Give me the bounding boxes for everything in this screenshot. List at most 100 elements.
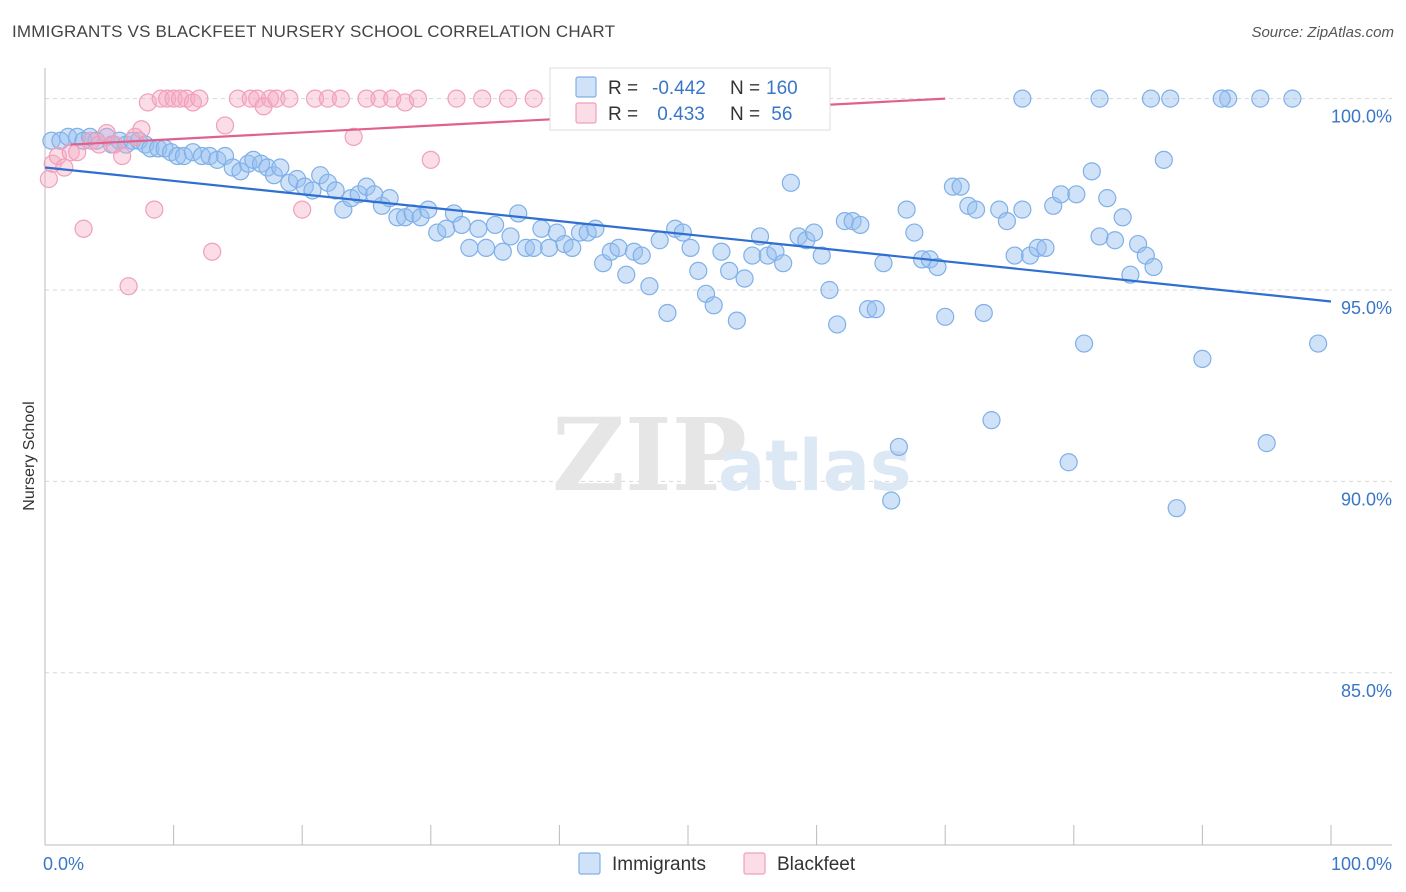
data-point-immigrants	[997, 212, 1017, 231]
data-point-immigrants	[1020, 246, 1040, 265]
data-point-blackfeet	[447, 89, 466, 108]
watermark-zip: ZIP	[552, 396, 747, 514]
data-point-blackfeet	[280, 89, 299, 108]
data-point-immigrants	[271, 158, 290, 177]
data-point-immigrants	[1141, 89, 1161, 108]
data-point-immigrants	[858, 300, 878, 319]
data-point-immigrants	[563, 238, 582, 257]
data-point-immigrants	[486, 215, 505, 235]
legend-swatch-blackfeet	[743, 852, 766, 875]
data-point-immigrants	[1005, 246, 1024, 265]
data-point-immigrants	[712, 242, 731, 261]
data-point-blackfeet	[357, 89, 376, 108]
data-point-immigrants	[168, 146, 187, 166]
stats-n-label-immigrants: N =	[730, 78, 760, 99]
data-point-immigrants	[851, 215, 870, 235]
data-point-immigrants	[452, 215, 471, 235]
data-point-immigrants	[357, 177, 376, 196]
data-point-immigrants	[1154, 150, 1173, 169]
data-point-blackfeet	[145, 200, 164, 219]
watermark-atlas: atlas	[718, 425, 912, 507]
data-point-immigrants	[586, 219, 605, 238]
legend-label-blackfeet: Blackfeet	[777, 854, 856, 875]
data-point-immigrants	[966, 200, 986, 219]
data-point-immigrants	[1098, 189, 1117, 208]
data-point-immigrants	[609, 238, 628, 257]
stats-n-label-blackfeet: N =	[730, 104, 760, 125]
data-point-immigrants	[1283, 89, 1302, 108]
data-point-immigrants	[1059, 453, 1078, 472]
data-point-immigrants	[897, 200, 916, 219]
data-point-blackfeet	[228, 89, 247, 108]
data-point-immigrants	[1161, 89, 1180, 108]
data-point-immigrants	[349, 185, 368, 204]
data-point-immigrants	[640, 277, 659, 296]
data-point-immigrants	[192, 146, 211, 166]
data-point-immigrants	[928, 257, 947, 277]
data-point-blackfeet	[421, 150, 440, 169]
data-point-immigrants	[812, 246, 831, 265]
data-point-immigrants	[982, 411, 1001, 430]
data-point-blackfeet	[344, 127, 363, 146]
data-point-immigrants	[797, 231, 816, 250]
data-point-immigrants	[720, 261, 739, 280]
data-point-immigrants	[311, 166, 330, 185]
data-point-immigrants	[460, 238, 479, 257]
data-point-immigrants	[493, 242, 512, 261]
data-point-immigrants	[532, 219, 551, 238]
data-point-immigrants	[889, 437, 909, 457]
data-point-blackfeet	[132, 120, 151, 139]
data-point-immigrants	[874, 254, 893, 273]
data-point-immigrants	[632, 246, 651, 265]
stats-n-value-blackfeet: 56	[766, 104, 792, 125]
data-point-immigrants	[835, 212, 854, 231]
data-point-immigrants	[437, 219, 456, 238]
y-tick-label: 95.0%	[1341, 298, 1392, 318]
data-point-blackfeet	[203, 242, 222, 261]
data-point-blackfeet	[119, 277, 138, 296]
data-points	[39, 89, 1328, 518]
data-point-immigrants	[318, 173, 338, 192]
data-point-immigrants	[905, 223, 924, 242]
y-tick-label: 90.0%	[1341, 489, 1392, 509]
data-point-immigrants	[1144, 257, 1163, 277]
data-point-immigrants	[1167, 499, 1186, 518]
data-point-blackfeet	[524, 89, 543, 108]
data-point-immigrants	[617, 265, 636, 284]
stats-r-value-immigrants: -0.442	[652, 78, 706, 99]
data-point-blackfeet	[331, 89, 350, 108]
data-point-immigrants	[1193, 349, 1212, 368]
data-point-immigrants	[516, 238, 536, 257]
x-tick-label: 100.0%	[1331, 854, 1392, 874]
data-point-immigrants	[681, 238, 700, 257]
data-point-immigrants	[743, 246, 762, 265]
data-point-immigrants	[524, 238, 543, 257]
legend-label-immigrants: Immigrants	[612, 854, 706, 875]
stats-legend-swatch-blackfeet	[575, 102, 597, 124]
data-point-immigrants	[866, 300, 885, 319]
stats-legend: R = -0.442 N = 160 R = 0.433 N = 56	[549, 67, 831, 131]
data-point-blackfeet	[68, 143, 87, 162]
data-point-immigrants	[1074, 334, 1094, 353]
data-point-blackfeet	[151, 89, 170, 108]
data-point-immigrants	[419, 200, 438, 219]
data-point-immigrants	[1090, 227, 1109, 246]
chart-title: IMMIGRANTS VS BLACKFEET NURSERY SCHOOL C…	[12, 22, 616, 41]
data-point-blackfeet	[55, 158, 74, 177]
data-point-immigrants	[1090, 89, 1109, 108]
y-tick-label: 100.0%	[1331, 107, 1392, 127]
data-point-immigrants	[951, 177, 970, 196]
data-point-immigrants	[1028, 238, 1047, 257]
data-point-immigrants	[174, 146, 193, 166]
stats-legend-swatch-immigrants	[575, 76, 597, 98]
data-point-blackfeet	[408, 89, 428, 108]
grid-lines	[45, 98, 1392, 674]
data-point-immigrants	[689, 261, 708, 280]
stats-r-label-immigrants: R =	[608, 78, 638, 99]
data-point-immigrants	[1036, 238, 1055, 257]
data-point-immigrants	[735, 269, 754, 288]
data-point-immigrants	[936, 307, 955, 326]
data-point-immigrants	[388, 208, 407, 227]
trend-line-immigrants	[44, 166, 1332, 303]
